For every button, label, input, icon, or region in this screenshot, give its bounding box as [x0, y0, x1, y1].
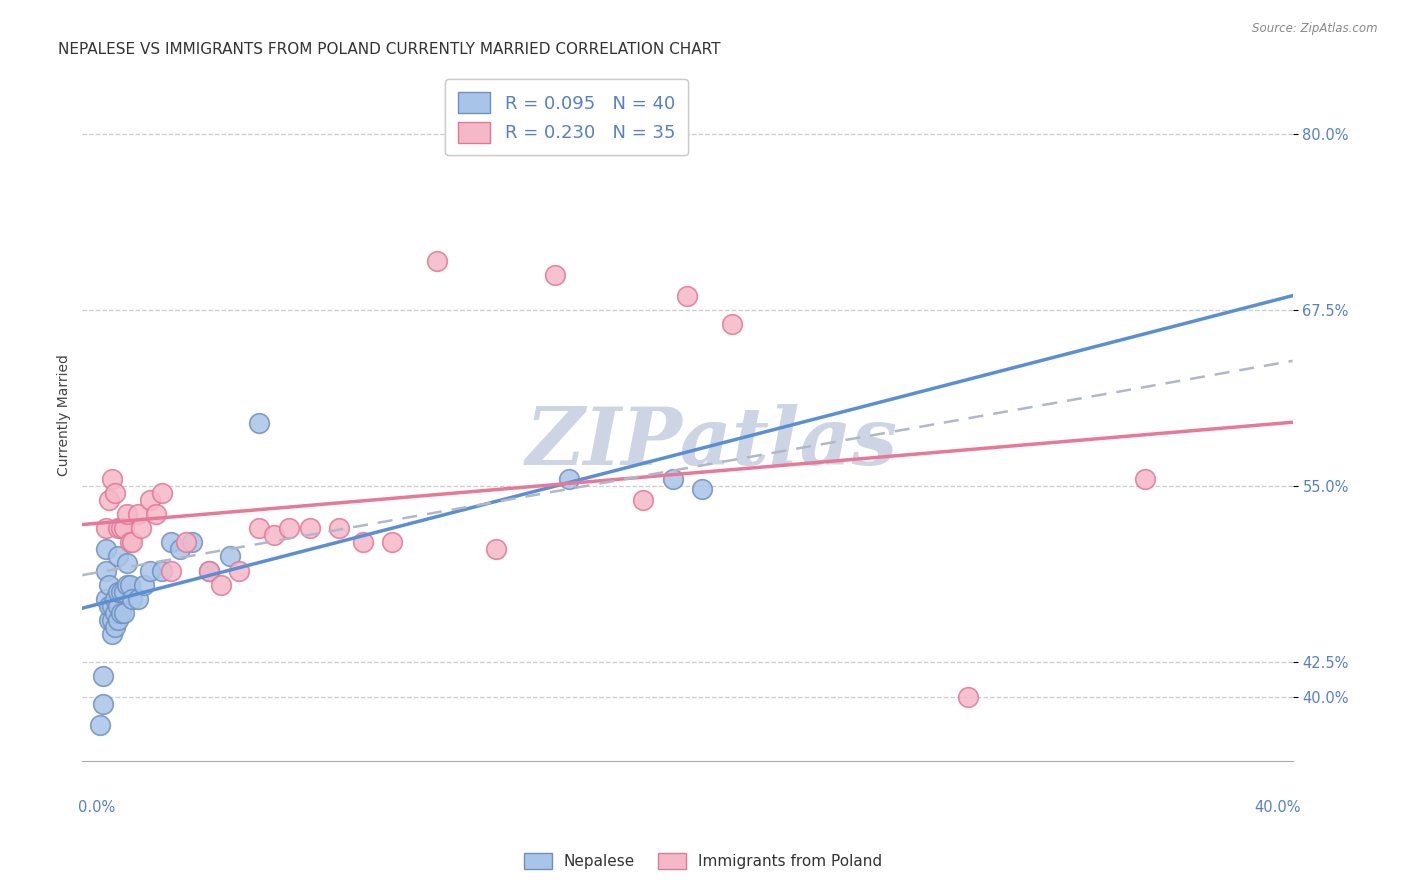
Point	[118, 577, 141, 591]
Point	[107, 599, 129, 613]
Point	[115, 577, 138, 591]
Text: 0.0%: 0.0%	[79, 799, 115, 814]
Point	[127, 507, 149, 521]
Point	[558, 472, 581, 486]
Point	[104, 620, 127, 634]
Point	[180, 535, 202, 549]
Point	[115, 507, 138, 521]
Point	[97, 613, 120, 627]
Point	[661, 472, 683, 486]
Point	[104, 606, 127, 620]
Point	[720, 317, 742, 331]
Text: 40.0%: 40.0%	[1254, 799, 1301, 814]
Text: NEPALESE VS IMMIGRANTS FROM POLAND CURRENTLY MARRIED CORRELATION CHART: NEPALESE VS IMMIGRANTS FROM POLAND CURRE…	[58, 42, 721, 57]
Point	[94, 591, 117, 606]
Point	[219, 549, 242, 564]
Point	[115, 557, 138, 571]
Point	[690, 482, 713, 496]
Point	[97, 599, 120, 613]
Text: ZIPatlas: ZIPatlas	[526, 404, 897, 482]
Point	[352, 535, 374, 549]
Point	[97, 493, 120, 508]
Point	[160, 535, 183, 549]
Point	[134, 577, 156, 591]
Point	[249, 521, 271, 535]
Point	[91, 698, 114, 712]
Point	[121, 591, 143, 606]
Point	[107, 521, 129, 535]
Point	[160, 564, 183, 578]
Point	[107, 584, 129, 599]
Point	[249, 416, 271, 430]
Point	[118, 535, 141, 549]
Point	[104, 591, 127, 606]
Point	[198, 564, 221, 578]
Point	[107, 549, 129, 564]
Point	[110, 606, 132, 620]
Point	[145, 507, 167, 521]
Point	[89, 718, 111, 732]
Point	[381, 535, 404, 549]
Point	[425, 253, 447, 268]
Point	[631, 493, 654, 508]
Point	[97, 577, 120, 591]
Point	[101, 599, 124, 613]
Point	[110, 584, 132, 599]
Point	[91, 669, 114, 683]
Point	[94, 542, 117, 557]
Point	[107, 613, 129, 627]
Point	[101, 613, 124, 627]
Point	[94, 564, 117, 578]
Point	[676, 289, 699, 303]
Point	[209, 577, 232, 591]
Point	[174, 535, 197, 549]
Point	[101, 627, 124, 641]
Point	[543, 268, 565, 282]
Point	[277, 521, 299, 535]
Point	[104, 486, 127, 500]
Point	[112, 521, 135, 535]
Text: Source: ZipAtlas.com: Source: ZipAtlas.com	[1253, 22, 1378, 36]
Y-axis label: Currently Married: Currently Married	[58, 355, 72, 476]
Point	[94, 521, 117, 535]
Point	[150, 564, 173, 578]
Point	[150, 486, 173, 500]
Legend: R = 0.095   N = 40, R = 0.230   N = 35: R = 0.095 N = 40, R = 0.230 N = 35	[446, 79, 688, 155]
Point	[127, 591, 149, 606]
Point	[328, 521, 350, 535]
Point	[169, 542, 191, 557]
Point	[198, 564, 221, 578]
Point	[112, 584, 135, 599]
Point	[139, 493, 162, 508]
Point	[139, 564, 162, 578]
Point	[263, 528, 285, 542]
Point	[112, 606, 135, 620]
Point	[101, 472, 124, 486]
Point	[131, 521, 153, 535]
Point	[228, 564, 250, 578]
Point	[956, 690, 979, 705]
Legend: Nepalese, Immigrants from Poland: Nepalese, Immigrants from Poland	[517, 847, 889, 875]
Point	[1133, 472, 1156, 486]
Point	[484, 542, 506, 557]
Point	[298, 521, 321, 535]
Point	[110, 521, 132, 535]
Point	[121, 535, 143, 549]
